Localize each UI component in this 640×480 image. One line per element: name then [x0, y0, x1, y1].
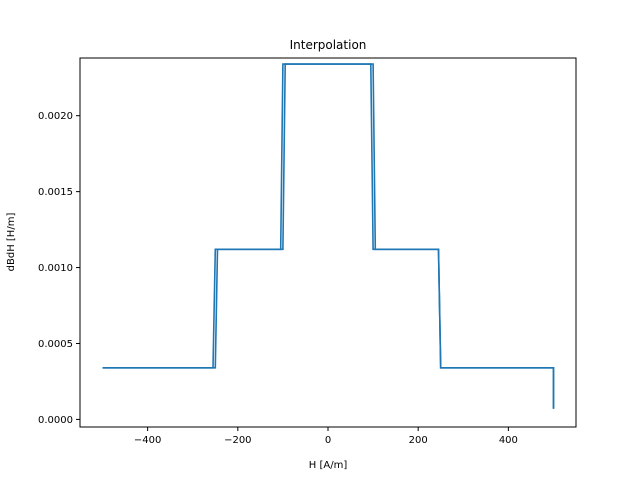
y-tick-label: 0.0000: [38, 415, 73, 426]
x-tick-label: 400: [499, 435, 518, 446]
x-tick-label: −200: [224, 435, 251, 446]
x-tick-label: 0: [325, 435, 331, 446]
x-tick-label: 200: [409, 435, 428, 446]
y-tick-label: 0.0020: [38, 111, 73, 122]
y-axis-label: dBdH [H/m]: [6, 213, 17, 272]
series-line-1: [102, 63, 555, 409]
plot-area: [102, 63, 555, 409]
x-axis-label: H [A/m]: [309, 460, 348, 471]
x-tick-label: −400: [134, 435, 161, 446]
axes-frame: [79, 57, 577, 428]
y-tick-label: 0.0015: [38, 187, 73, 198]
y-axis-ticks: 0.0000 0.0005 0.0010 0.0015 0.0020: [38, 111, 80, 426]
y-tick-label: 0.0010: [38, 263, 73, 274]
chart-title: Interpolation: [290, 38, 367, 52]
y-tick-label: 0.0005: [38, 339, 73, 350]
x-axis-ticks: −400 −200 0 200 400: [134, 427, 518, 446]
